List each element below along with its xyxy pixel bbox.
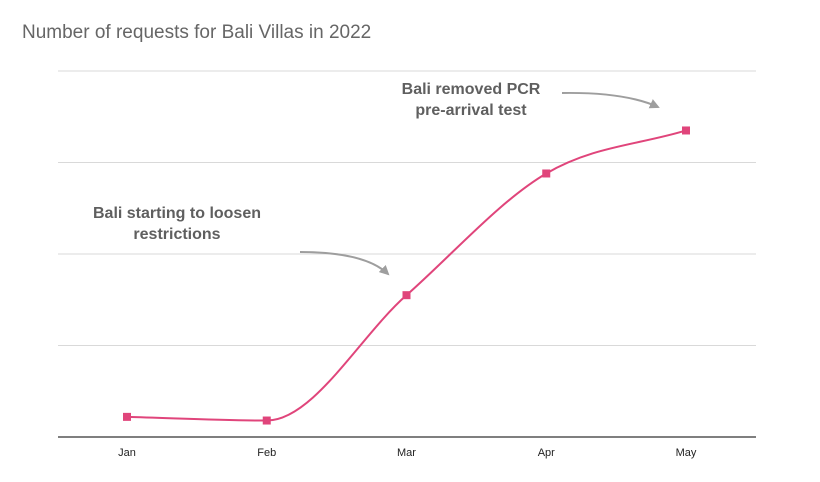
data-point-jan (123, 412, 131, 421)
x-tick-label-apr: Apr (538, 447, 555, 459)
annotation-loosen-line-1: Bali starting to loosen (92, 205, 261, 222)
x-tick-label-jan: Jan (118, 447, 136, 459)
series-line-layer (126, 129, 687, 422)
annotation-arrows (299, 91, 660, 276)
annotation-pcr-removed: Bali removed PCR pre-arrival test (366, 79, 576, 121)
series-line (126, 129, 687, 422)
chart-title: Number of requests for Bali Villas in 20… (22, 22, 372, 43)
x-axis-tick-labels: Jan Feb Mar Apr May (118, 447, 697, 459)
annotation-loosen-restrictions: Bali starting to loosen restrictions (62, 203, 292, 245)
data-point-may (682, 126, 690, 135)
annotation-pcr-line-1: Bali removed PCR (401, 81, 541, 98)
data-point-apr (542, 169, 551, 178)
data-point-feb (262, 416, 271, 425)
x-tick-label-may: May (676, 447, 697, 459)
x-tick-label-mar: Mar (397, 447, 416, 459)
annotation-pcr-line-2: pre-arrival test (415, 102, 527, 119)
data-point-mar (402, 291, 411, 300)
gridlines (58, 70, 756, 346)
arrow-loosen-restrictions (299, 251, 390, 276)
annotation-loosen-line-2: restrictions (133, 226, 221, 243)
arrow-pcr-removed (561, 91, 660, 109)
x-tick-label-feb: Feb (257, 447, 276, 459)
data-point-markers (123, 126, 690, 425)
